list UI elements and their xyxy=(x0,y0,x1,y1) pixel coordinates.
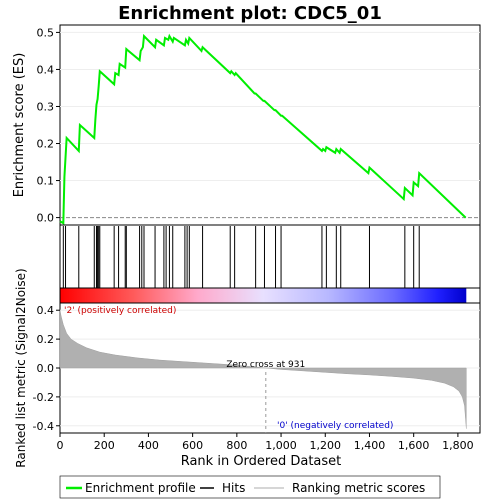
x-tick-label: 1,200 xyxy=(310,439,342,452)
metric-y-tick-label: -0.4 xyxy=(33,420,54,433)
hits-panel xyxy=(59,224,481,289)
x-tick-label: 200 xyxy=(94,439,115,452)
metric-y-tick-label: 0.0 xyxy=(37,362,55,375)
zero-cross-label: Zero cross at 931 xyxy=(226,360,305,370)
es-y-tick-label: 0.3 xyxy=(37,100,55,113)
es-y-tick-label: 0.4 xyxy=(37,63,55,76)
es-y-tick-label: 0.5 xyxy=(37,26,55,39)
x-axis-ticks: 0 200 400 600 800 1,000 1,200 1,400 1,600 1,800 xyxy=(57,433,474,452)
rank-color-bar xyxy=(59,287,481,304)
metric-y-axis-label: Ranked list metric (Signal2Noise) xyxy=(14,268,28,467)
metric-y-ticks: 0.4 0.2 0.0 -0.2 -0.4 xyxy=(33,304,60,433)
color-bar-gradient xyxy=(60,288,467,303)
legend-item-metric: Ranking metric scores xyxy=(292,481,425,495)
x-tick-label: 1,800 xyxy=(442,439,474,452)
es-y-tick-label: 0.2 xyxy=(37,138,55,151)
enrichment-profile-line xyxy=(59,33,467,225)
es-y-tick-label: 0.0 xyxy=(37,212,55,225)
hit-lines xyxy=(62,226,420,288)
metric-y-tick-label: 0.4 xyxy=(37,304,55,317)
chart-title: Enrichment plot: CDC5_01 xyxy=(118,3,382,24)
x-tick-label: 400 xyxy=(138,439,159,452)
x-tick-label: 1,600 xyxy=(398,439,430,452)
x-tick-label: 800 xyxy=(226,439,247,452)
legend: Enrichment profile Hits Ranking metric s… xyxy=(59,475,441,499)
es-panel: 0.0 0.1 0.2 0.3 0.4 0.5 Enrichment score (ES) xyxy=(12,24,481,226)
es-y-tick-label: 0.1 xyxy=(37,175,55,188)
x-tick-label: 1,400 xyxy=(354,439,386,452)
ranking-metric-area xyxy=(59,310,467,429)
legend-item-hits: Hits xyxy=(222,481,245,495)
x-tick-label: 600 xyxy=(182,439,203,452)
es-gridlines xyxy=(60,31,480,219)
hits-panel-frame xyxy=(59,224,481,289)
es-y-axis-label: Enrichment score (ES) xyxy=(12,53,27,198)
x-tick-label: 0 xyxy=(57,439,64,452)
es-y-ticks: 0.0 0.1 0.2 0.3 0.4 0.5 xyxy=(37,26,60,225)
legend-item-profile: Enrichment profile xyxy=(85,481,196,495)
metric-panel: 0.4 0.2 0.0 -0.2 -0.4 Zero cross at 931 '2' … xyxy=(14,268,481,468)
x-axis-label: Rank in Ordered Dataset xyxy=(181,454,342,469)
negative-label: '0' (negatively correlated) xyxy=(277,421,393,431)
metric-y-tick-label: -0.2 xyxy=(33,391,54,404)
metric-y-tick-label: 0.2 xyxy=(37,333,55,346)
x-tick-label: 1,000 xyxy=(265,439,297,452)
positive-label: '2' (positively correlated) xyxy=(64,306,176,316)
legend-frame xyxy=(59,475,441,499)
es-panel-frame xyxy=(59,24,481,226)
